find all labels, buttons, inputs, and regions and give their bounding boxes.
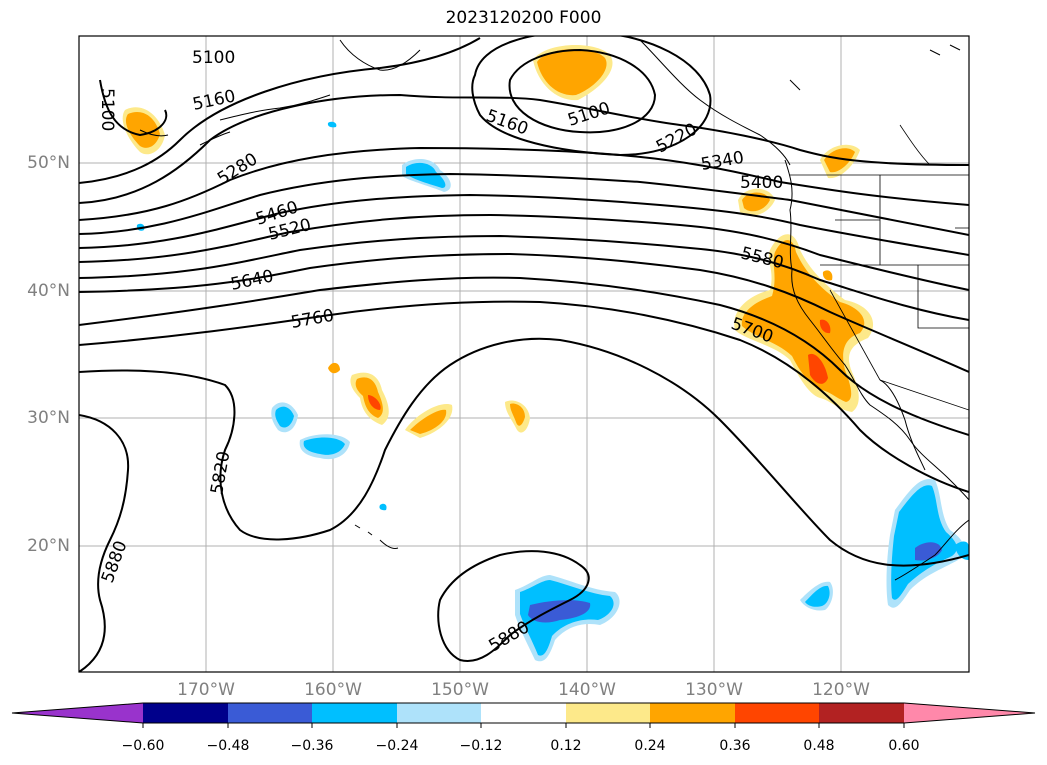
colorbar-tick-label: −0.48 bbox=[206, 738, 250, 754]
contour-label: 5400 bbox=[740, 173, 783, 193]
colorbar-tick-label: 0.48 bbox=[803, 738, 835, 754]
colorbar-segment bbox=[650, 703, 735, 723]
lon-tick-label: 120°W bbox=[812, 680, 870, 700]
lon-tick-label: 160°W bbox=[304, 680, 362, 700]
lon-tick-label: 150°W bbox=[431, 680, 489, 700]
map-title: 2023120200 F000 bbox=[445, 8, 602, 28]
colorbar bbox=[11, 702, 1036, 728]
colorbar-tick-label: −0.24 bbox=[375, 738, 419, 754]
colorbar-tick-label: 0.36 bbox=[719, 738, 751, 754]
lat-tick-label: 20°N bbox=[27, 536, 70, 556]
lat-tick-label: 30°N bbox=[27, 408, 70, 428]
lon-tick-label: 140°W bbox=[558, 680, 616, 700]
colorbar-tick-label: −0.12 bbox=[459, 738, 503, 754]
lat-tick-label: 40°N bbox=[27, 281, 70, 301]
colorbar-tick-label: 0.60 bbox=[888, 738, 920, 754]
contour-label: 5100 bbox=[97, 88, 117, 131]
colorbar-tick-label: −0.60 bbox=[121, 738, 165, 754]
colorbar-segment bbox=[397, 703, 481, 723]
colorbar-segment bbox=[312, 703, 397, 723]
colorbar-tick-label: 0.24 bbox=[634, 738, 666, 754]
lon-tick-label: 170°W bbox=[177, 680, 235, 700]
plot-frame bbox=[78, 35, 970, 673]
colorbar-segment bbox=[735, 703, 819, 723]
height-contours bbox=[79, 36, 969, 672]
colorbar-segment bbox=[481, 703, 566, 723]
colorbar-high-extension bbox=[904, 703, 1035, 723]
colorbar-segment bbox=[819, 703, 904, 723]
negative-anomaly-patches bbox=[136, 121, 969, 662]
colorbar-low-extension bbox=[12, 703, 143, 723]
plot-area: 5100 5100 5160 5100 5160 5220 5280 5340 … bbox=[79, 36, 969, 672]
colorbar-segment bbox=[566, 703, 650, 723]
coastlines bbox=[139, 39, 969, 581]
lat-tick-label: 50°N bbox=[27, 153, 70, 173]
colorbar-tick-label: 0.12 bbox=[550, 738, 582, 754]
colorbar-segment bbox=[143, 703, 228, 723]
colorbar-segment bbox=[228, 703, 312, 723]
colorbar-tick-label: −0.36 bbox=[290, 738, 334, 754]
contour-label: 5100 bbox=[192, 48, 235, 68]
lon-tick-label: 130°W bbox=[685, 680, 743, 700]
political-borders bbox=[790, 124, 969, 411]
